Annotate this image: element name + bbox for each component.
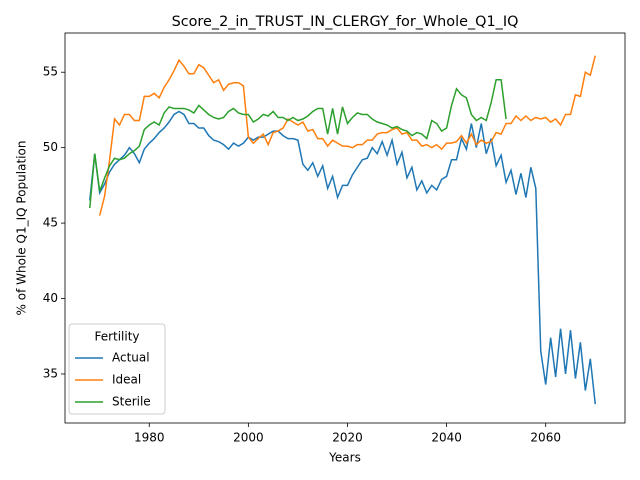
- y-tick-label: 35: [43, 366, 58, 380]
- chart-title: Score_2_in_TRUST_IN_CLERGY_for_Whole_Q1_…: [172, 14, 519, 30]
- x-tick-label: 1980: [134, 431, 165, 445]
- y-tick-label: 50: [43, 140, 58, 154]
- legend-box: [68, 323, 166, 415]
- line-series: [89, 79, 507, 209]
- y-tick-label: 55: [43, 65, 58, 79]
- line-series: [98, 55, 596, 216]
- x-tick-label: 2060: [530, 431, 561, 445]
- plot-frame: [64, 32, 626, 424]
- y-tick-label: 45: [43, 216, 58, 230]
- y-axis-label: % of Whole Q1_IQ Population: [15, 141, 29, 316]
- line-series: [89, 110, 597, 405]
- x-tick-label: 2000: [233, 431, 264, 445]
- y-tick-label: 40: [43, 291, 58, 305]
- legend-label: Sterile: [112, 395, 151, 409]
- legend-label: Actual: [112, 351, 150, 365]
- legend-title: Fertility: [94, 330, 139, 344]
- x-axis-label: Years: [328, 451, 361, 465]
- x-tick-label: 2020: [332, 431, 363, 445]
- legend-label: Ideal: [112, 373, 141, 387]
- x-tick-label: 2040: [431, 431, 462, 445]
